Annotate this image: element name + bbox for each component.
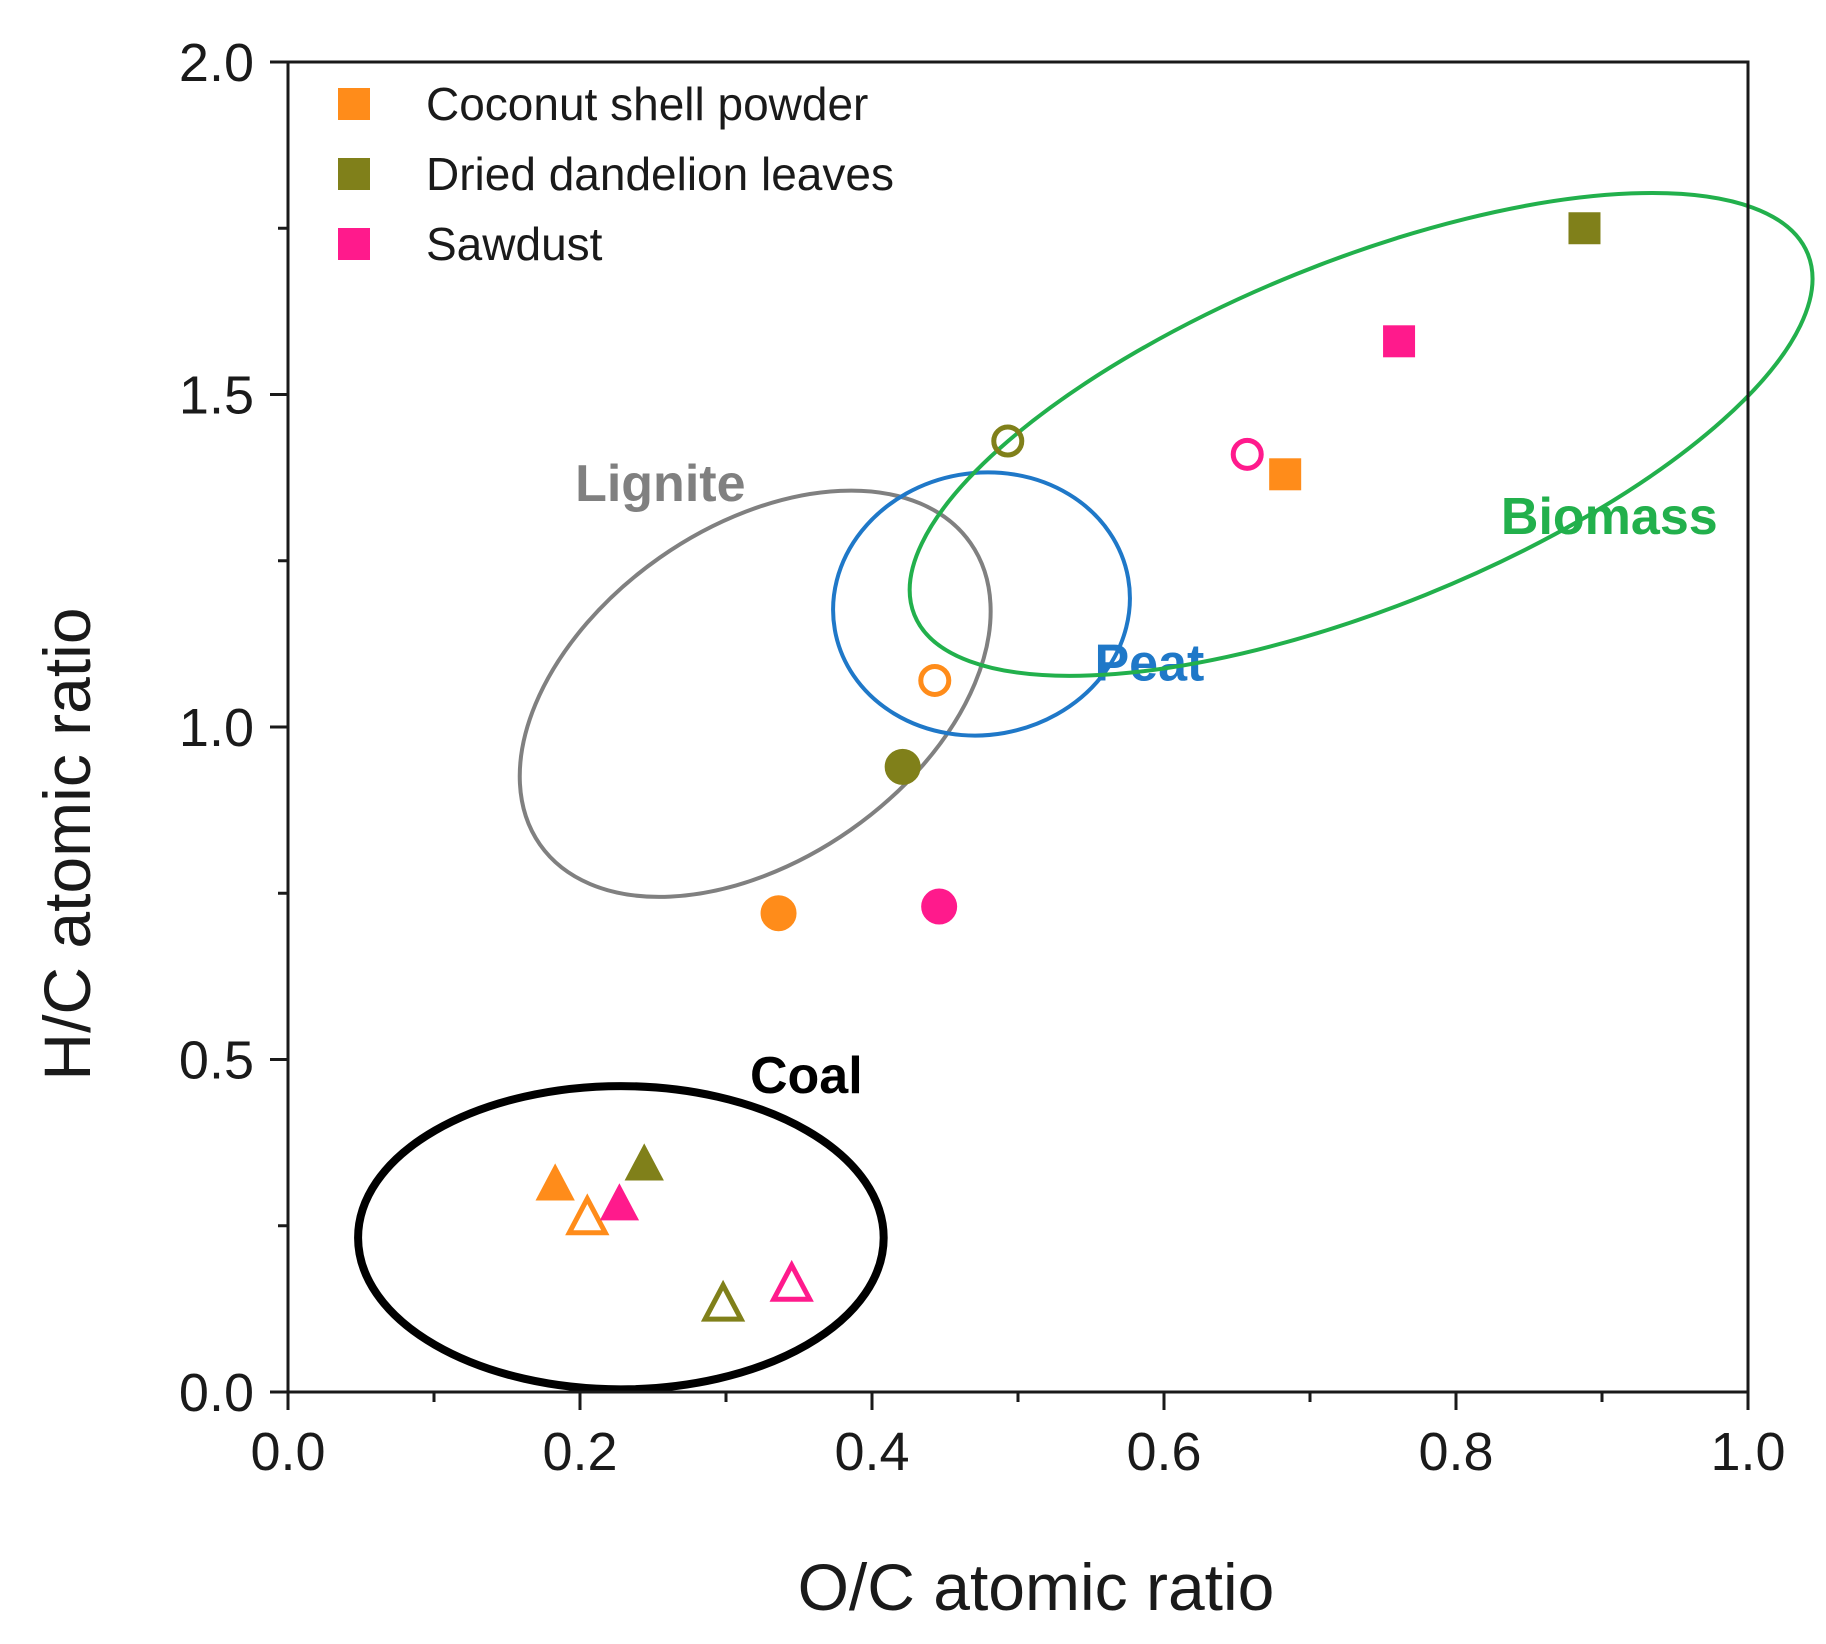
- region-peat-ellipse: [831, 470, 1132, 738]
- y-tick-label: 2.0: [179, 33, 254, 93]
- point-dried-dandelion-leaves-circle-filled: [884, 748, 921, 785]
- x-tick-label: 0.2: [542, 1422, 617, 1482]
- legend-label: Coconut shell powder: [426, 78, 868, 130]
- legend: Coconut shell powder Dried dandelion leav…: [338, 78, 894, 270]
- point-sawdust-triangle-filled: [599, 1183, 640, 1221]
- x-tick-label: 0.6: [1126, 1422, 1201, 1482]
- point-coconut-shell-powder-triangle-open: [565, 1193, 610, 1236]
- point-coconut-shell-powder-circle-filled: [760, 895, 797, 932]
- x-tick-label: 1.0: [1710, 1422, 1785, 1482]
- point-sawdust-circle-open: [1230, 437, 1264, 471]
- point-sawdust-triangle-open: [769, 1259, 814, 1302]
- x-tick-label: 0.4: [834, 1422, 909, 1482]
- point-coconut-shell-powder-circle-open: [918, 663, 952, 697]
- y-tick-label: 0.5: [179, 1031, 254, 1091]
- point-sawdust-square-filled: [1383, 325, 1416, 358]
- legend-label: Dried dandelion leaves: [426, 148, 894, 200]
- data-points: [535, 212, 1601, 1322]
- legend-marker: [338, 228, 370, 260]
- axis-ticks: 0.0 0.2 0.4 0.6 0.8 1.0 0.0 0.5 1.0 1.5 2.0: [179, 33, 1786, 1482]
- legend-label: Sawdust: [426, 218, 603, 270]
- x-tick-label: 0.0: [250, 1422, 325, 1482]
- region-coal-ellipse: [354, 1082, 888, 1394]
- point-coconut-shell-powder-square-filled: [1269, 458, 1302, 491]
- y-tick-label: 0.0: [179, 1363, 254, 1423]
- region-biomass-label: Biomass: [1501, 488, 1718, 546]
- y-tick-label: 1.0: [179, 698, 254, 758]
- region-lignite-ellipse: [517, 488, 993, 899]
- x-axis-title: O/C atomic ratio: [798, 1550, 1275, 1624]
- y-axis-title: H/C atomic ratio: [30, 607, 104, 1080]
- x-tick-label: 0.8: [1418, 1422, 1493, 1482]
- region-biomass-ellipse: [907, 190, 1815, 678]
- point-dried-dandelion-leaves-circle-open: [991, 424, 1025, 458]
- point-dried-dandelion-leaves-triangle-open: [700, 1279, 746, 1322]
- y-tick-label: 1.5: [179, 366, 254, 426]
- point-dried-dandelion-leaves-triangle-filled: [624, 1143, 664, 1181]
- point-dried-dandelion-leaves-square-filled: [1568, 212, 1601, 245]
- region-lignite-label: Lignite: [575, 455, 745, 513]
- point-sawdust-circle-filled: [921, 888, 958, 925]
- legend-marker: [338, 88, 370, 120]
- legend-marker: [338, 158, 370, 190]
- region-coal-label: Coal: [750, 1047, 863, 1105]
- point-coconut-shell-powder-triangle-filled: [535, 1163, 575, 1201]
